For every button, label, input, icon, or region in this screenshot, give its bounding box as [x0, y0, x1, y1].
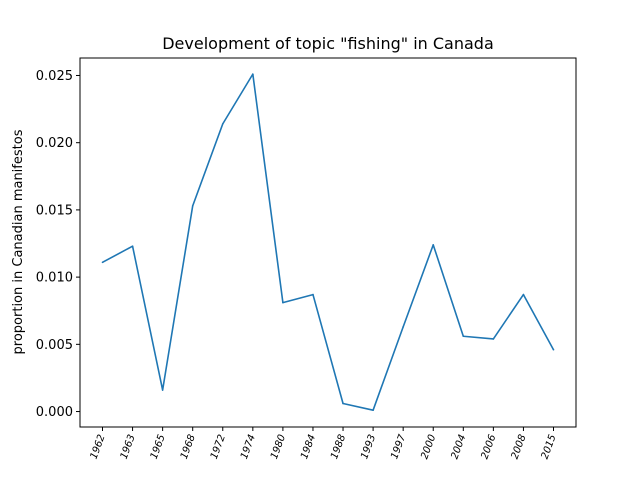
- data-point: [462, 335, 465, 338]
- data-point: [522, 293, 525, 296]
- data-point: [312, 293, 314, 296]
- x-tick-label: 1993: [359, 433, 378, 461]
- x-tick-label: 2008: [510, 433, 529, 461]
- x-tick-label: 1968: [179, 433, 198, 461]
- x-tick-label: 2006: [479, 433, 498, 461]
- y-tick-label: 0.005: [36, 338, 73, 353]
- x-axis: 1962 1963 1965 1968 1972 1974 1980 1984 1988 1993…: [89, 427, 559, 461]
- data-point: [131, 245, 134, 247]
- y-tick-label: 0.015: [36, 203, 73, 218]
- data-point: [252, 73, 254, 75]
- x-tick-label: 2004: [449, 433, 468, 461]
- x-tick-label: 1972: [209, 433, 228, 461]
- series-line: [102, 73, 555, 412]
- y-tick-label: 0.010: [36, 271, 73, 286]
- data-point: [492, 338, 495, 340]
- x-tick-label: 1963: [119, 433, 138, 461]
- data-point: [161, 389, 164, 391]
- y-axis-label: proportion in Canadian manifestos: [11, 129, 26, 354]
- y-tick-label: 0.020: [36, 136, 73, 151]
- plot-area: [79, 57, 577, 428]
- data-point: [402, 326, 404, 328]
- data-point: [101, 261, 104, 264]
- data-point: [342, 402, 344, 405]
- x-tick-label: 1965: [149, 433, 168, 461]
- data-point: [552, 348, 555, 351]
- data-point: [282, 301, 284, 304]
- x-tick-label: 1997: [389, 433, 408, 461]
- series-group: [101, 73, 555, 412]
- x-tick-label: 2015: [540, 433, 559, 461]
- x-tick-label: 1980: [269, 433, 288, 461]
- x-tick-label: 1974: [239, 433, 258, 461]
- data-point: [191, 205, 194, 207]
- x-tick-label: 1988: [329, 433, 348, 461]
- x-tick-label: 1962: [89, 433, 108, 461]
- chart-title: Development of topic "fishing" in Canada: [162, 34, 494, 53]
- data-point: [432, 244, 435, 246]
- y-tick-label: 0.000: [36, 405, 73, 420]
- x-tick-label: 1984: [299, 433, 318, 461]
- data-point: [372, 409, 374, 411]
- y-axis: 0.000 0.005 0.010 0.015 0.020 0.025: [36, 69, 80, 420]
- x-tick-label: 2000: [419, 433, 438, 461]
- y-tick-label: 0.025: [36, 69, 73, 84]
- data-point: [221, 123, 224, 125]
